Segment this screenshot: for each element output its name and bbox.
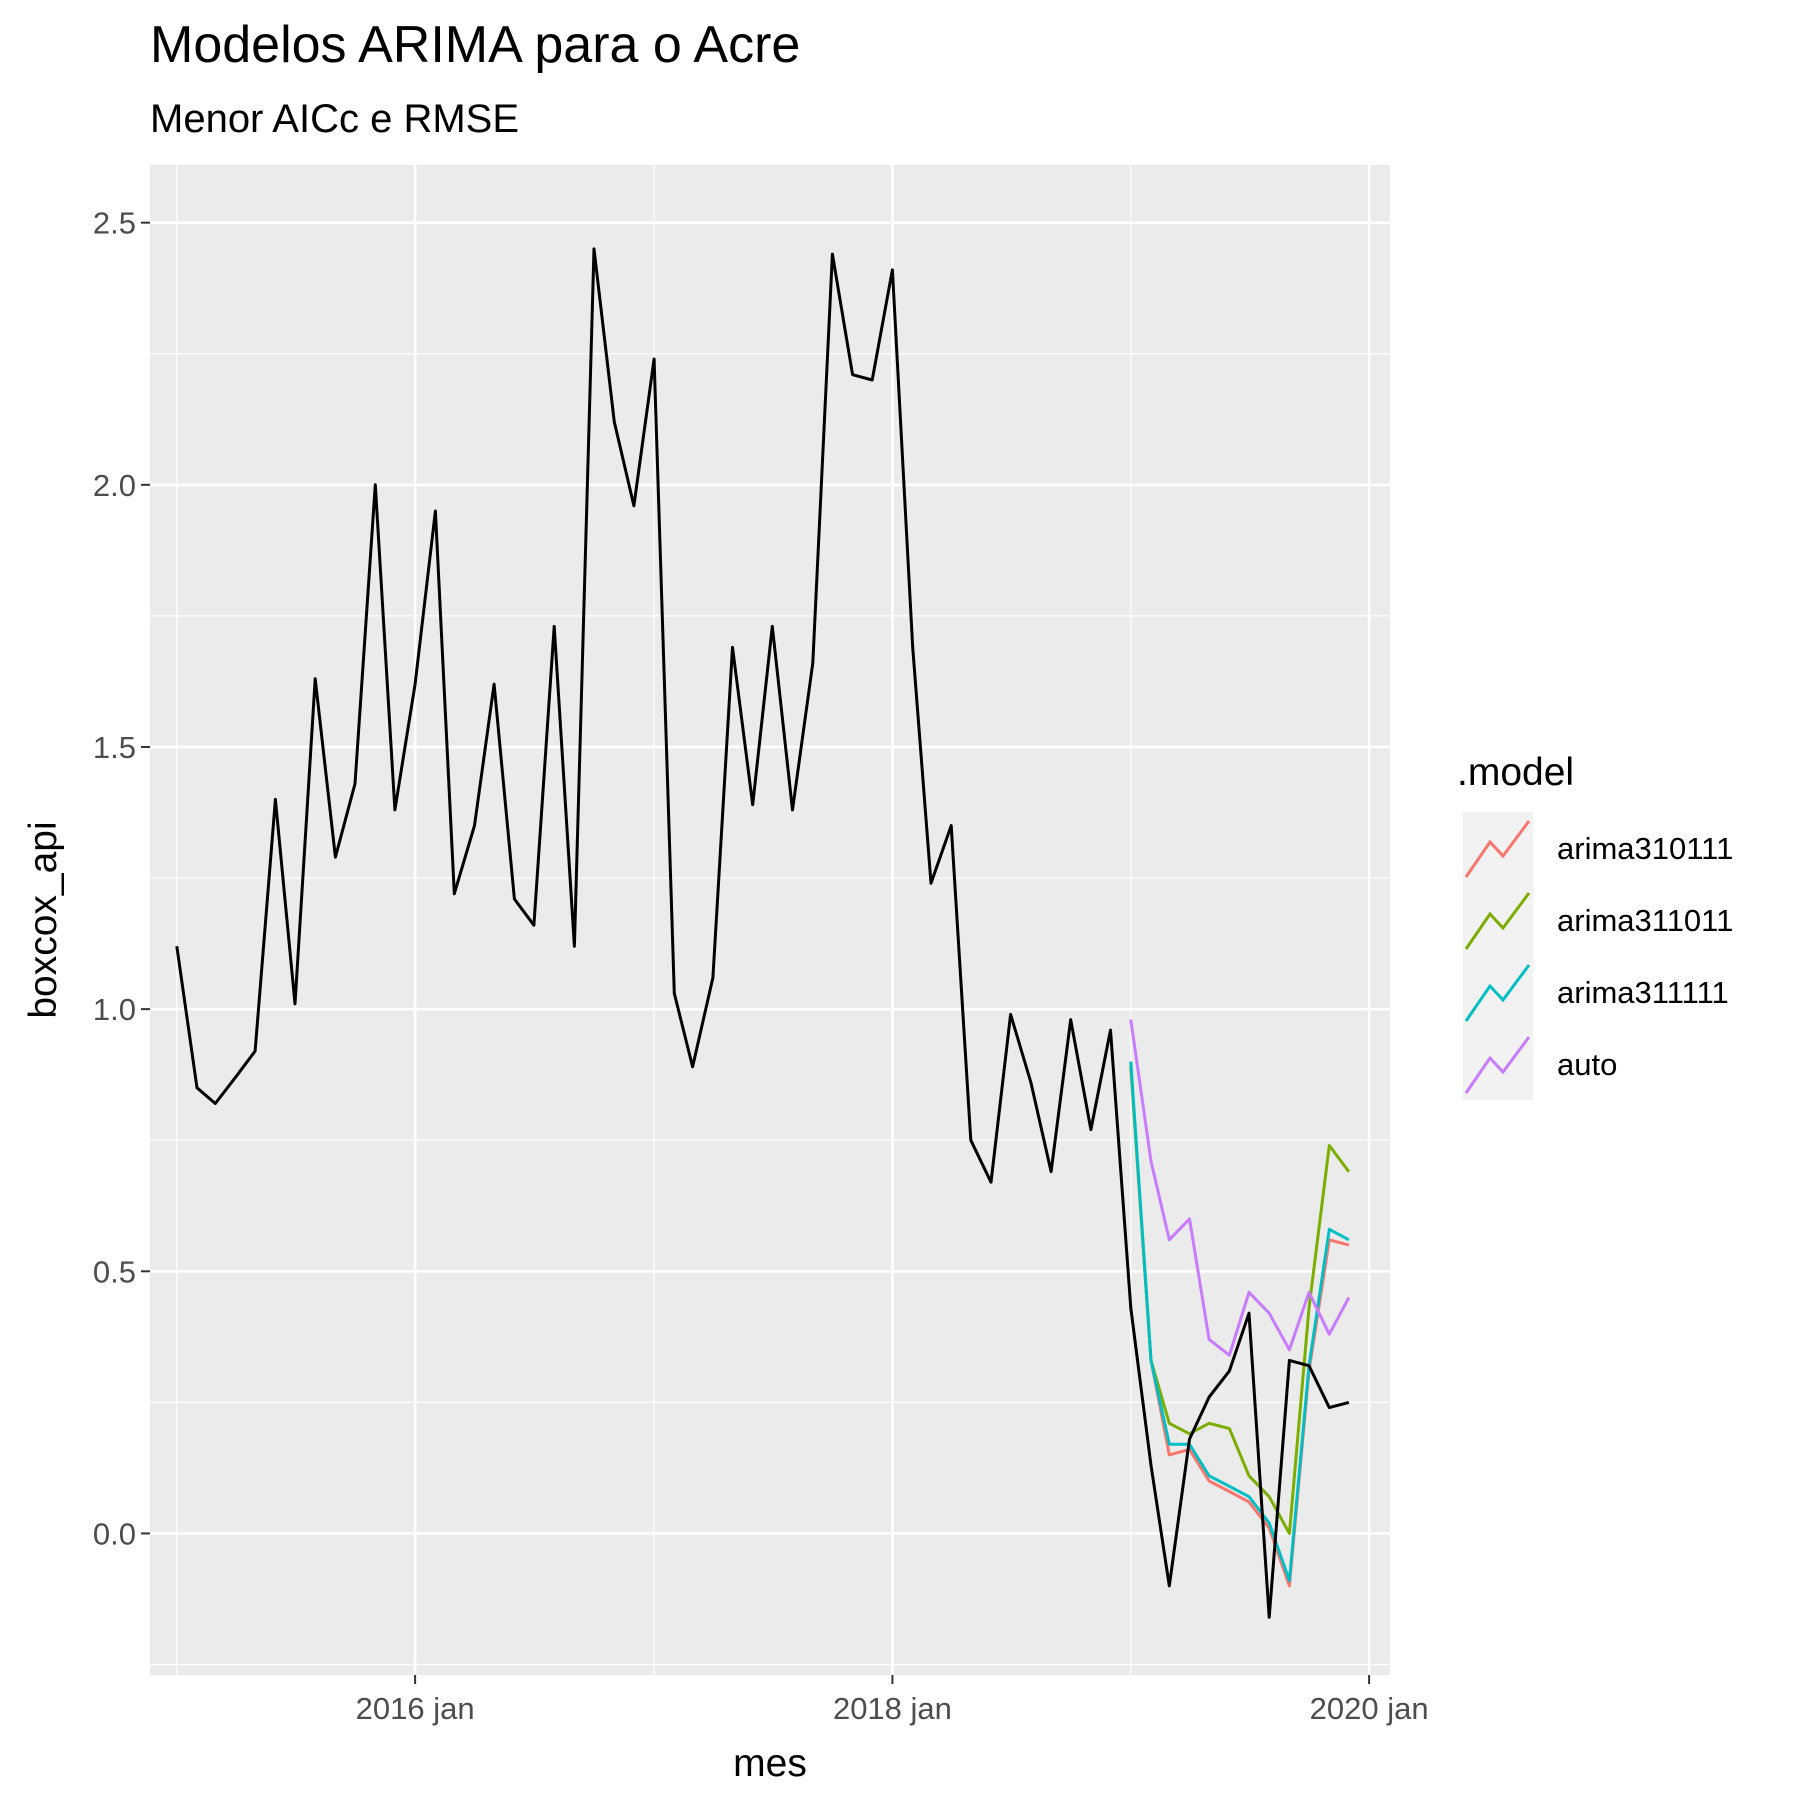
legend-key-bg	[1463, 1028, 1533, 1100]
series-line-auto	[1129, 1019, 1351, 1357]
series-line-arima311111	[1129, 1061, 1350, 1583]
y-tick-label: 0.5	[93, 1254, 136, 1289]
chart-title: Modelos ARIMA para o Acre	[150, 16, 800, 74]
y-tick-label: 2.0	[93, 468, 136, 503]
legend-key-bg	[1463, 812, 1533, 884]
legend-label: arima311011	[1557, 903, 1733, 938]
y-tick-label: 2.5	[93, 206, 136, 241]
x-tick-label: 2020 jan	[1310, 1691, 1429, 1726]
axis-layer: 0.0 0.5 1.0 1.5 2.0 2.5 2016 jan 2018 jan 2020 j…	[93, 206, 1429, 1726]
legend-key-bg	[1463, 884, 1533, 956]
legend-key-arima311111	[1464, 964, 1531, 1022]
legend-key-arima311011	[1464, 892, 1531, 950]
legend-key-auto	[1464, 1036, 1531, 1094]
series-layer	[175, 247, 1351, 1619]
x-tick-label: 2016 jan	[356, 1691, 475, 1726]
legend-label: arima310111	[1557, 831, 1733, 866]
legend: .model arima310111 arima311011 arima311111…	[1457, 751, 1733, 1100]
legend-title: .model	[1457, 751, 1574, 794]
chart-subtitle: Menor AICc e RMSE	[150, 97, 519, 141]
x-axis-title: mes	[733, 1742, 807, 1785]
legend-key-arima310111	[1464, 820, 1531, 878]
plot-panel	[150, 165, 1390, 1675]
x-tick-label: 2018 jan	[833, 1691, 952, 1726]
series-line-arima311011	[1129, 1066, 1351, 1535]
y-axis-title: boxcox_api	[22, 821, 65, 1018]
legend-label: arima311111	[1557, 975, 1729, 1010]
y-tick-label: 0.0	[93, 1516, 136, 1551]
y-tick-label: 1.5	[93, 730, 136, 765]
observed-line	[175, 247, 1350, 1619]
legend-label: auto	[1557, 1047, 1617, 1082]
grid-lines	[150, 165, 1390, 1675]
y-tick-label: 1.0	[93, 992, 136, 1027]
legend-key-bg	[1463, 956, 1533, 1028]
